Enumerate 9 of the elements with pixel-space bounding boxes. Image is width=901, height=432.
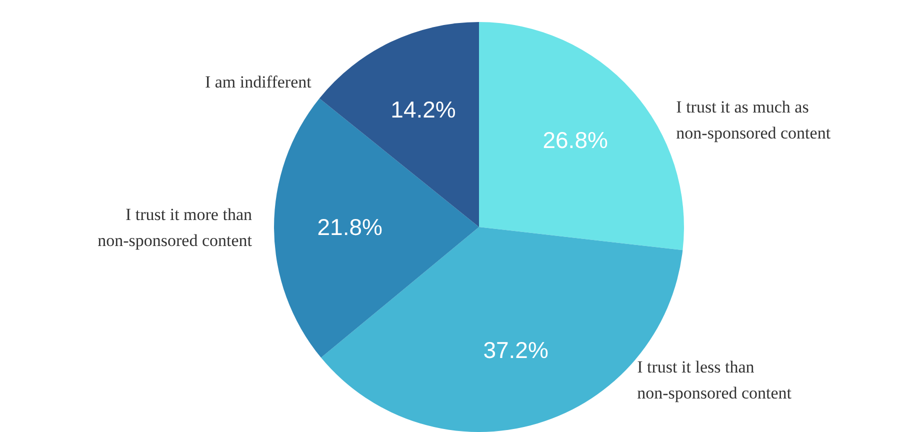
slice-label: I trust it less than non-sponsored content — [637, 357, 792, 402]
slice-label: I am indifferent — [204, 72, 312, 92]
slice-label: I trust it as much as non-sponsored content — [676, 98, 831, 143]
data-label: 26.8% — [542, 126, 608, 153]
data-label: 37.2% — [483, 336, 548, 363]
data-label: 21.8% — [317, 214, 382, 240]
data-label: 14.2% — [390, 96, 456, 122]
slice-label: I trust it more than non-sponsored content — [98, 205, 252, 250]
pie-slice — [274, 98, 479, 358]
